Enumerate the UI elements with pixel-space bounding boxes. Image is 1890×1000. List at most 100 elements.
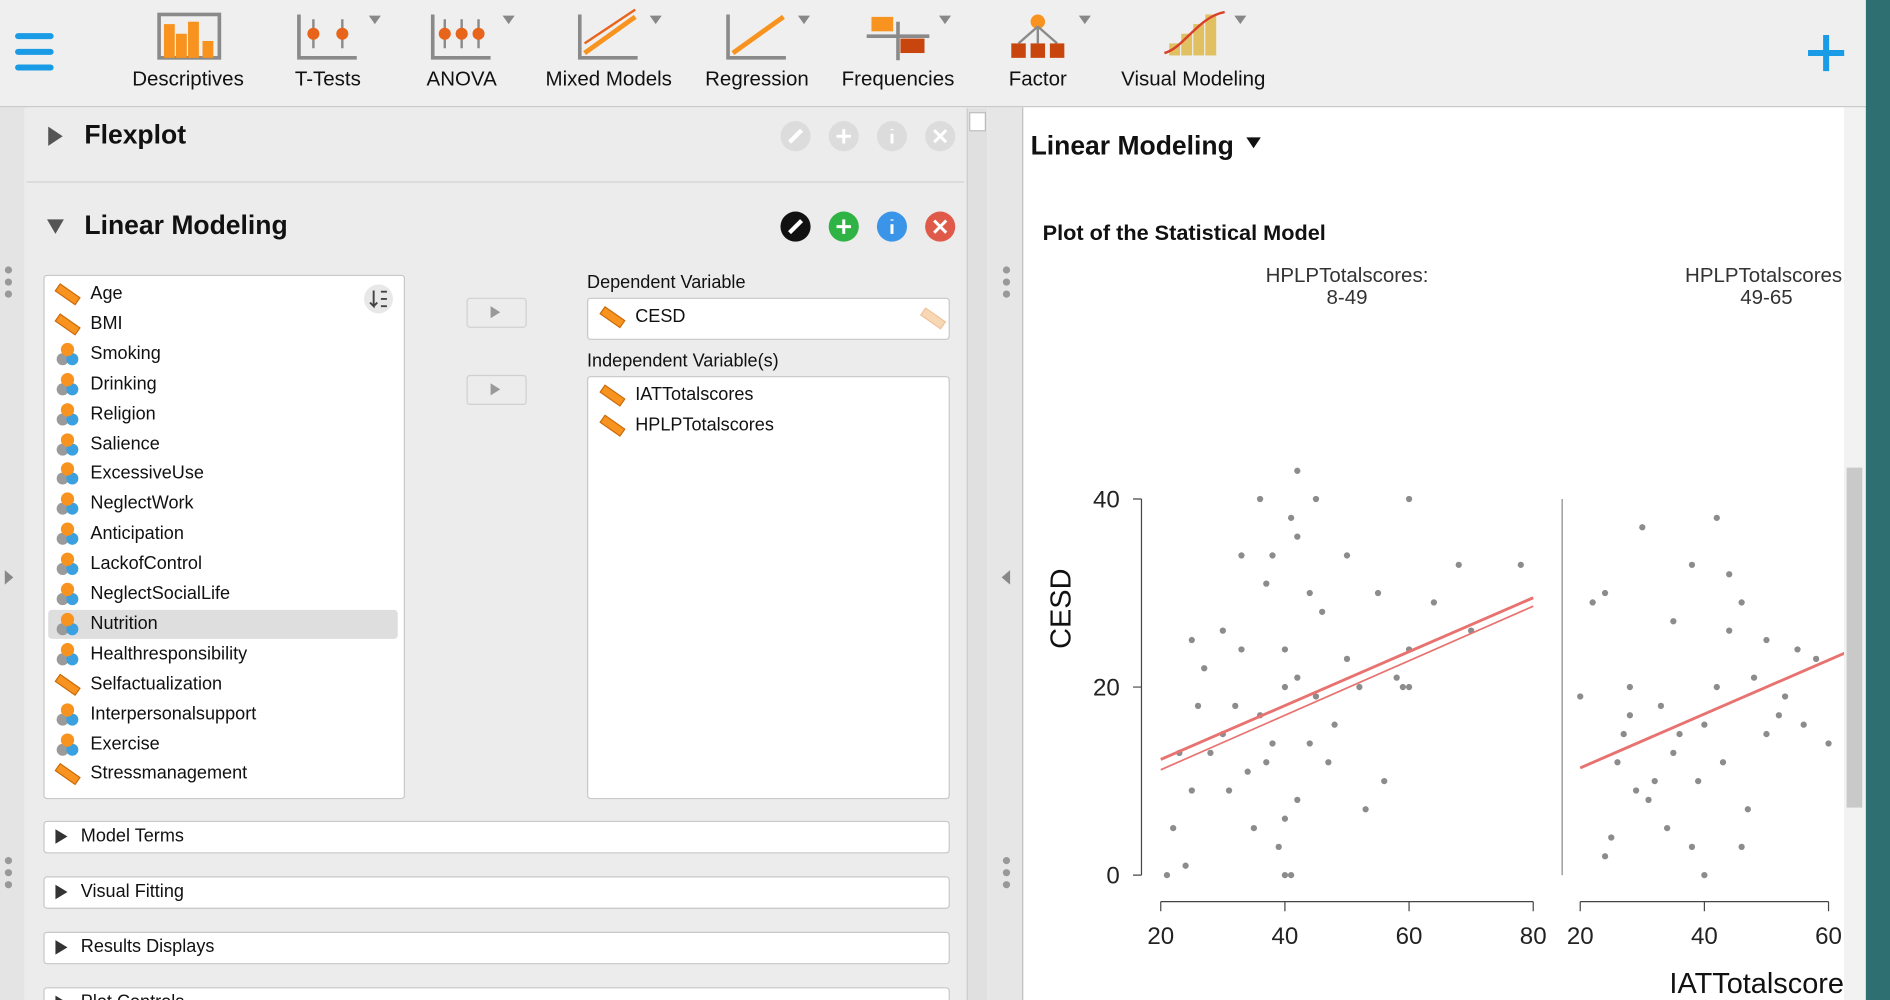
icon	[56, 612, 79, 636]
edit-title-button[interactable]	[780, 211, 811, 242]
assigned-variable[interactable]: IATTotalscores	[635, 384, 754, 406]
variable-item[interactable]: Healthresponsibility	[90, 643, 248, 664]
info-button[interactable]	[876, 121, 908, 152]
section-header[interactable]	[43, 931, 950, 965]
dropdown-arrow[interactable]	[502, 15, 515, 25]
icon	[54, 313, 81, 336]
variable-item[interactable]: Stressmanagement	[90, 763, 248, 784]
module-label[interactable]: Regression	[705, 67, 809, 91]
module-label[interactable]: T-Tests	[294, 67, 361, 91]
edit-title-button[interactable]	[780, 121, 811, 152]
y-tick-label: 20	[1093, 674, 1120, 701]
variable-item[interactable]: Age	[90, 283, 123, 304]
data-point	[1763, 730, 1770, 738]
variable-item[interactable]: NeglectWork	[90, 493, 194, 514]
section-title[interactable]: Visual Fitting	[80, 881, 184, 902]
selected-row[interactable]	[48, 609, 398, 639]
remove-button[interactable]	[925, 211, 956, 242]
dropdown-arrow[interactable]	[938, 15, 952, 25]
nominal-icon	[56, 563, 69, 576]
data-point	[1294, 533, 1301, 540]
scale-icon	[54, 763, 81, 786]
module-icon[interactable]	[577, 8, 638, 60]
sort-button[interactable]	[364, 284, 393, 314]
icon	[56, 462, 79, 486]
x-axis-label: IATTotalscores	[1669, 968, 1844, 1000]
variable-item[interactable]: ExcessiveUse	[90, 463, 204, 484]
module-icon[interactable]	[430, 14, 491, 60]
variable-item[interactable]: Selfactualization	[90, 673, 223, 694]
expand-toggle[interactable]	[47, 219, 64, 234]
module-label[interactable]: Frequencies	[841, 67, 955, 91]
module-label[interactable]: Mixed Models	[545, 67, 672, 91]
variable-item[interactable]: Religion	[90, 403, 156, 424]
analysis-title[interactable]: Linear Modeling	[84, 209, 288, 240]
analysis-title[interactable]: Flexplot	[84, 119, 187, 150]
section-header[interactable]	[43, 876, 950, 909]
data-point	[1188, 636, 1195, 644]
module-icon[interactable]	[866, 16, 930, 61]
module-label[interactable]: Visual Modeling	[1121, 67, 1266, 91]
variable-item[interactable]: NeglectSocialLife	[90, 583, 231, 604]
module-icon[interactable]	[1163, 10, 1225, 56]
info-button[interactable]	[876, 211, 908, 242]
scale-icon	[599, 414, 626, 437]
module-label[interactable]: Descriptives	[132, 67, 244, 91]
variable-item[interactable]: Drinking	[90, 373, 157, 394]
expand-toggle[interactable]	[48, 126, 63, 146]
data-point	[1238, 646, 1245, 653]
section-title[interactable]: Model Terms	[80, 825, 184, 847]
data-point	[1312, 495, 1320, 503]
variable-item[interactable]: BMI	[90, 313, 123, 334]
variable-item[interactable]: Smoking	[90, 343, 161, 364]
section-header[interactable]	[43, 820, 950, 854]
scale-icon	[54, 313, 81, 336]
assigned-variable[interactable]: CESD	[635, 306, 686, 327]
scrollbar[interactable]	[966, 108, 988, 1000]
duplicate-button[interactable]	[828, 121, 859, 152]
target-box[interactable]	[587, 297, 950, 340]
section-header[interactable]	[43, 987, 950, 1000]
add-module-button[interactable]	[1808, 34, 1845, 72]
data-point	[1312, 693, 1320, 700]
data-point	[1430, 599, 1438, 606]
remove-button[interactable]	[925, 121, 956, 152]
icon	[56, 372, 79, 395]
results-scrollbar-thumb[interactable]	[1846, 467, 1863, 808]
variable-item[interactable]: Anticipation	[90, 523, 184, 544]
module-icon[interactable]	[1011, 14, 1065, 58]
dropdown-arrow[interactable]	[1234, 15, 1247, 25]
section-title[interactable]: Plot Controls	[81, 992, 185, 1000]
nominal-icon	[56, 382, 69, 395]
dropdown-arrow[interactable]	[797, 15, 811, 25]
dropdown-arrow[interactable]	[649, 15, 662, 25]
dropdown-arrow[interactable]	[368, 15, 381, 25]
variable-item[interactable]: Nutrition	[90, 613, 158, 634]
module-icon[interactable]	[297, 14, 357, 60]
variable-item[interactable]: Salience	[90, 433, 160, 454]
variable-item[interactable]: Exercise	[90, 733, 160, 754]
data-point	[1343, 552, 1351, 559]
duplicate-button[interactable]	[828, 211, 859, 242]
module-icon[interactable]	[726, 14, 786, 60]
results-title[interactable]: Linear Modeling	[1031, 130, 1234, 160]
section-title[interactable]: Results Displays	[80, 936, 215, 958]
variable-item[interactable]: Interpersonalsupport	[90, 703, 257, 724]
assigned-variable[interactable]: HPLPTotalscores	[635, 414, 774, 436]
data-point	[1201, 665, 1208, 672]
results-menu-arrow[interactable]	[1246, 137, 1261, 149]
menu-button[interactable]	[15, 33, 54, 71]
module-label[interactable]: Factor	[1008, 67, 1067, 91]
data-point	[1614, 759, 1621, 766]
data-point	[1750, 674, 1758, 681]
splitter[interactable]	[988, 107, 1024, 1000]
data-point	[1455, 561, 1462, 568]
scrollbar-thumb[interactable]	[969, 112, 986, 132]
variable-item[interactable]: LackofControl	[90, 553, 202, 574]
module-label[interactable]: ANOVA	[426, 67, 497, 91]
module-icon[interactable]	[157, 12, 222, 60]
dropdown-arrow[interactable]	[1078, 15, 1091, 25]
section-arrow	[55, 829, 68, 844]
target-box[interactable]	[587, 376, 950, 800]
data-point	[1626, 712, 1634, 719]
